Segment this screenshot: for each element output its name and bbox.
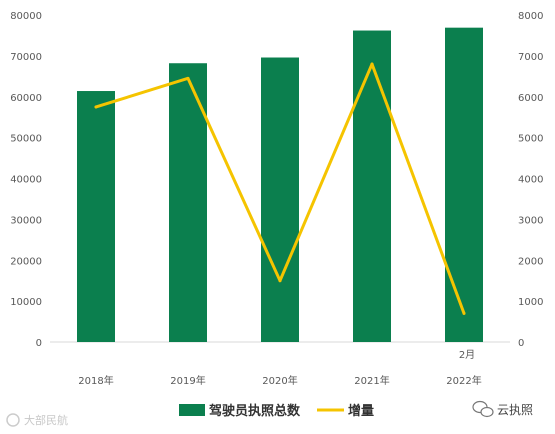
line-point — [186, 76, 190, 80]
x-tick-label: 2022年 — [446, 374, 481, 387]
y-left-tick-label: 70000 — [10, 52, 42, 63]
x-tick-label: 2020年 — [262, 374, 297, 387]
y-left-tick-label: 10000 — [10, 297, 42, 308]
bar — [77, 91, 115, 342]
x-tick-label: 2018年 — [78, 374, 113, 387]
y-left-tick-label: 80000 — [10, 11, 42, 22]
bar — [353, 30, 391, 342]
y-left-tick-label: 50000 — [10, 134, 42, 145]
line-point — [94, 105, 98, 109]
left-axis-ticks: 0 10000 20000 30000 40000 50000 60000 70000 8000… — [10, 11, 42, 349]
watermark-logo-icon — [6, 413, 20, 427]
x-tick-label: 2019年 — [170, 374, 205, 387]
legend: 驾驶员执照总数 增量 — [179, 403, 374, 419]
x-tick-label: 2021年 — [354, 374, 389, 387]
watermark-right-text: 云执照 — [497, 403, 533, 417]
watermark-left: 大部民航 — [6, 413, 68, 427]
line-point — [370, 62, 374, 66]
y-right-tick-label: 6000 — [518, 93, 543, 104]
y-right-tick-label: 8000 — [518, 11, 543, 22]
category-labels: 2018年 2019年 2020年 2021年 2022年 2月 — [78, 349, 481, 387]
y-right-tick-label: 4000 — [518, 175, 543, 186]
watermark-left-text: 大部民航 — [24, 413, 68, 427]
bar-series — [77, 27, 483, 343]
y-left-tick-label: 0 — [36, 338, 42, 349]
y-left-tick-label: 20000 — [10, 256, 42, 267]
y-right-tick-label: 2000 — [518, 256, 543, 267]
y-left-tick-label: 30000 — [10, 215, 42, 226]
y-right-tick-label: 3000 — [518, 215, 543, 226]
line-point — [278, 279, 282, 283]
y-right-tick-label: 0 — [518, 338, 524, 349]
watermark-right: 云执照 — [472, 400, 533, 418]
legend-label-line: 增量 — [348, 403, 374, 419]
x-tick-note: 2月 — [459, 349, 475, 361]
line-point — [462, 311, 466, 315]
bar — [445, 27, 483, 342]
line-series — [94, 62, 466, 315]
legend-swatch-bar — [179, 404, 205, 416]
bar — [261, 57, 299, 342]
y-right-tick-label: 5000 — [518, 134, 543, 145]
legend-label-bar: 驾驶员执照总数 — [209, 403, 301, 419]
y-right-tick-label: 7000 — [518, 52, 543, 63]
y-left-tick-label: 40000 — [10, 175, 42, 186]
wechat-icon — [472, 400, 494, 418]
y-left-tick-label: 60000 — [10, 93, 42, 104]
right-axis-ticks: 0 1000 2000 3000 4000 5000 6000 7000 8000 — [518, 11, 543, 349]
y-right-tick-label: 1000 — [518, 297, 543, 308]
